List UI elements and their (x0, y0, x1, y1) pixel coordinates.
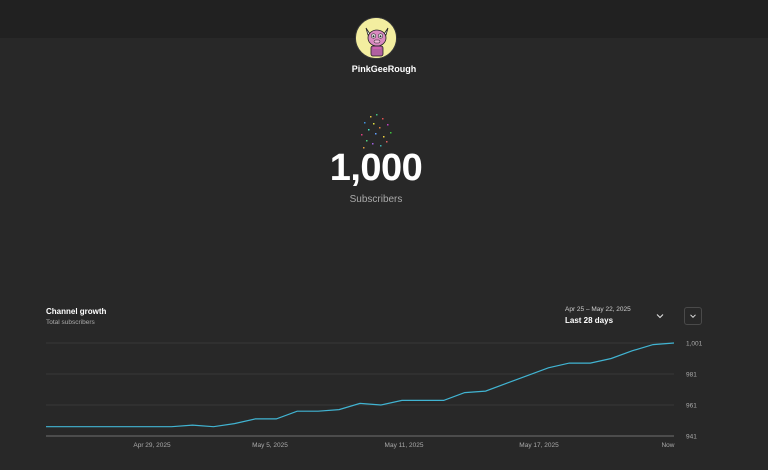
x-tick-label: May 5, 2025 (252, 442, 288, 449)
expand-chart-button[interactable] (684, 307, 702, 325)
y-tick-label: 1,001 (686, 341, 703, 348)
subscriber-count: 1,000 (329, 147, 423, 189)
chevron-down-icon[interactable] (654, 310, 666, 322)
cow-avatar-icon (356, 18, 396, 58)
confetti-icon (361, 114, 392, 149)
date-preset-label[interactable]: Last 28 days (565, 316, 614, 325)
subscriber-label: Subscribers (349, 194, 403, 205)
y-tick-label: 981 (686, 372, 697, 379)
channel-avatar[interactable] (355, 17, 397, 59)
subscribers-series-line[interactable] (46, 342, 675, 428)
x-tick-label: Now (661, 442, 674, 449)
x-tick-label: May 17, 2025 (519, 442, 559, 449)
x-tick-label: Apr 29, 2025 (133, 442, 171, 449)
y-tick-label: 961 (686, 403, 697, 410)
x-tick-label: May 11, 2025 (385, 442, 424, 449)
date-range-text[interactable]: Apr 25 – May 22, 2025 (565, 306, 631, 313)
channel-name: PinkGeeRough (351, 64, 417, 74)
chart-title: Channel growth (46, 307, 107, 316)
chevron-down-icon (690, 314, 696, 319)
chart-subtitle: Total subscribers (46, 319, 95, 326)
y-tick-label: 941 (686, 434, 697, 441)
